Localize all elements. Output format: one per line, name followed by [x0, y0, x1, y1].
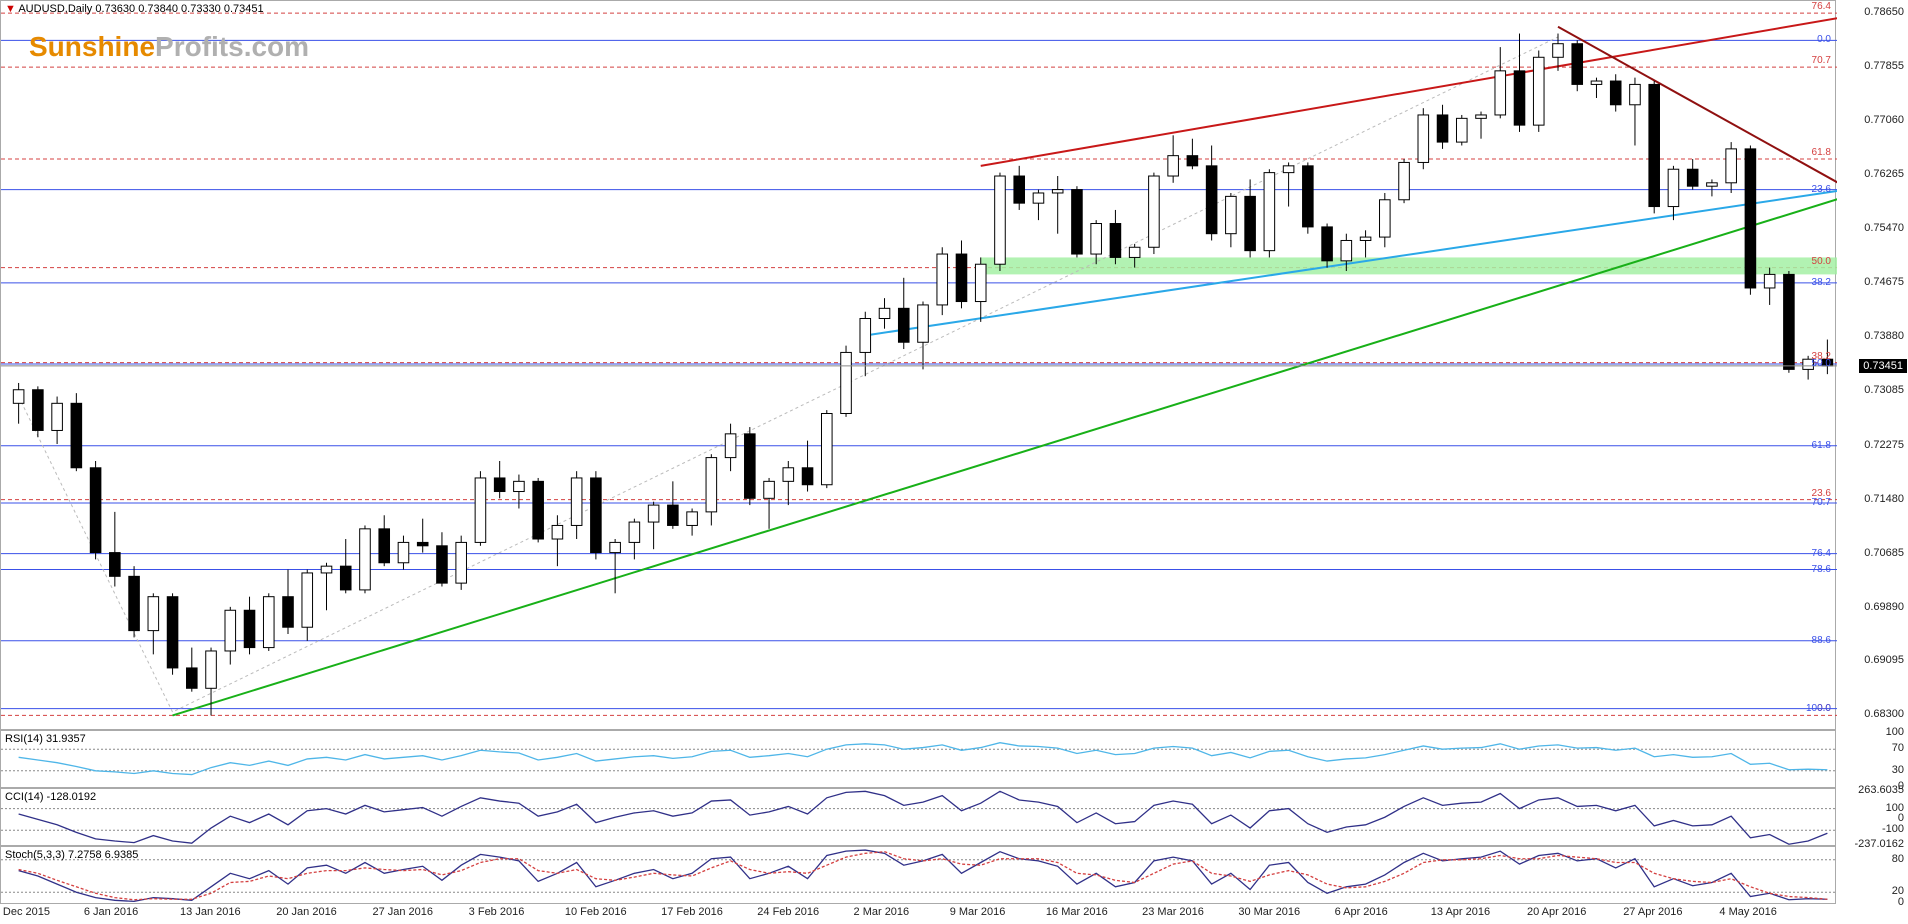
- stoch-label: Stoch(5,3,3) 7.2758 6.9385: [5, 849, 138, 861]
- stoch-yaxis: 02080: [1836, 846, 1908, 904]
- stoch-svg: [1, 847, 1837, 905]
- symbol-label: AUDUSD,Daily: [18, 3, 92, 15]
- cci-yaxis: -237.0162-1000100263.6035: [1836, 788, 1908, 846]
- xaxis: 29 Dec 20156 Jan 201613 Jan 201620 Jan 2…: [0, 904, 1908, 924]
- chart-container: ▼ AUDUSD,Daily 0.73630 0.73840 0.73330 0…: [0, 0, 1908, 924]
- stoch-panel[interactable]: Stoch(5,3,3) 7.2758 6.9385: [0, 846, 1836, 904]
- rsi-label: RSI(14) 31.9357: [5, 733, 86, 745]
- main-chart-svg[interactable]: [1, 1, 1837, 731]
- cci-panel[interactable]: CCI(14) -128.0192: [0, 788, 1836, 846]
- cci-label: CCI(14) -128.0192: [5, 791, 96, 803]
- chart-title: ▼ AUDUSD,Daily 0.73630 0.73840 0.73330 0…: [5, 3, 264, 15]
- rsi-yaxis: 03070100: [1836, 730, 1908, 788]
- last-price-tag: 0.73451: [1859, 359, 1907, 373]
- rsi-panel[interactable]: RSI(14) 31.9357: [0, 730, 1836, 788]
- main-price-panel[interactable]: ▼ AUDUSD,Daily 0.73630 0.73840 0.73330 0…: [0, 0, 1836, 730]
- watermark: SunshineProfits.com: [29, 31, 309, 63]
- rsi-svg: [1, 731, 1837, 789]
- cci-svg: [1, 789, 1837, 847]
- dropdown-icon: ▼: [5, 3, 16, 15]
